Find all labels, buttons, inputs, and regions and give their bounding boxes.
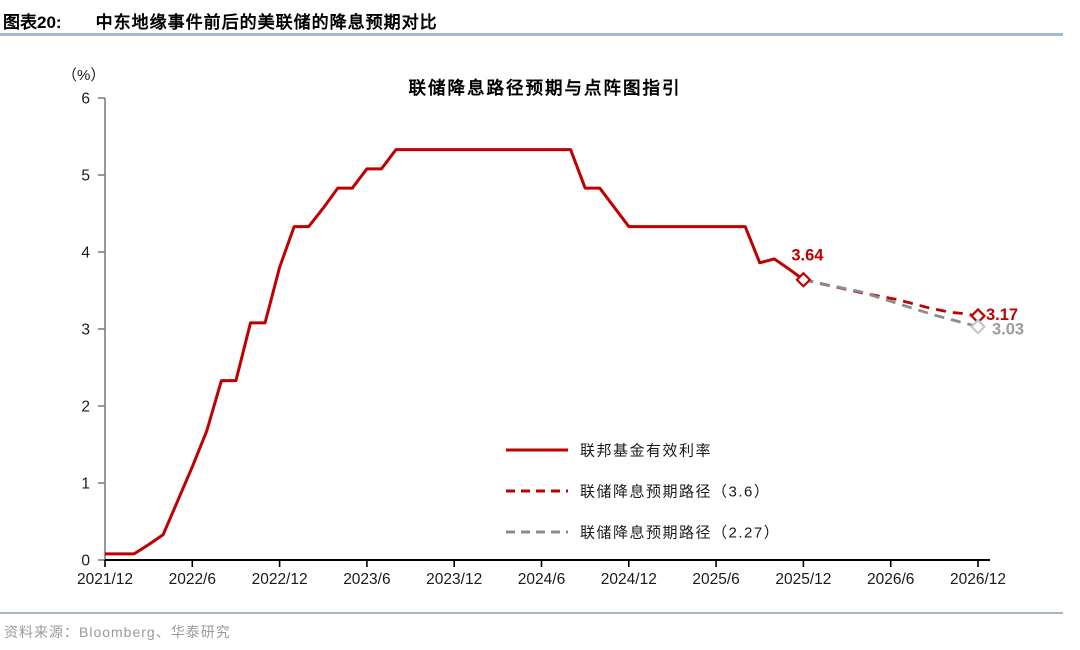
- x-tick-label: 2022/12: [252, 571, 308, 588]
- y-tick-label: 4: [81, 245, 90, 262]
- y-tick-label: 2: [81, 399, 90, 416]
- x-tick-label: 2025/6: [692, 571, 739, 588]
- x-tick-label: 2024/12: [601, 571, 657, 588]
- x-tick-label: 2023/6: [343, 571, 390, 588]
- y-tick-label: 5: [81, 168, 90, 185]
- source-note: 资料来源：Bloomberg、华泰研究: [4, 624, 231, 640]
- effective-fed-funds-line: [105, 148, 805, 556]
- x-tick-label: 2022/6: [169, 571, 216, 588]
- y-axis-unit-label: （%）: [62, 67, 105, 84]
- chart-title: 联储降息路径预期与点阵图指引: [409, 78, 682, 98]
- x-tick-label: 2026/12: [950, 571, 1006, 588]
- value-label: 3.64: [791, 247, 824, 265]
- legend-label-3: 联储降息预期路径（2.27）: [580, 525, 780, 542]
- x-tick-label: 2023/12: [426, 571, 482, 588]
- figure-number-label: 图表20:: [3, 13, 62, 32]
- x-tick-label: 2026/6: [867, 571, 914, 588]
- legend-label-1: 联邦基金有效利率: [580, 443, 712, 460]
- y-tick-label: 1: [81, 476, 90, 493]
- expected-path-2-27-line: [803, 278, 979, 329]
- y-tick-label: 0: [81, 553, 90, 570]
- footer-divider: [0, 612, 1063, 614]
- value-label: 3.03: [992, 321, 1024, 339]
- legend-label-2: 联储降息预期路径（3.6）: [580, 484, 770, 501]
- y-tick-label: 6: [81, 91, 90, 108]
- y-tick-label: 3: [81, 322, 90, 339]
- x-tick-label: 2024/6: [518, 571, 565, 588]
- figure-title: 中东地缘事件前后的美联储的降息预期对比: [95, 13, 438, 32]
- diamond-marker: [795, 271, 812, 288]
- x-tick-label: 2025/12: [775, 571, 831, 588]
- x-tick-label: 2021/12: [77, 571, 133, 588]
- diamond-marker: [969, 318, 987, 335]
- figure-header-row: 图表20: 中东地缘事件前后的美联储的降息预期对比: [3, 8, 438, 33]
- value-label: 3.17: [986, 306, 1018, 324]
- header-divider: [0, 33, 1063, 36]
